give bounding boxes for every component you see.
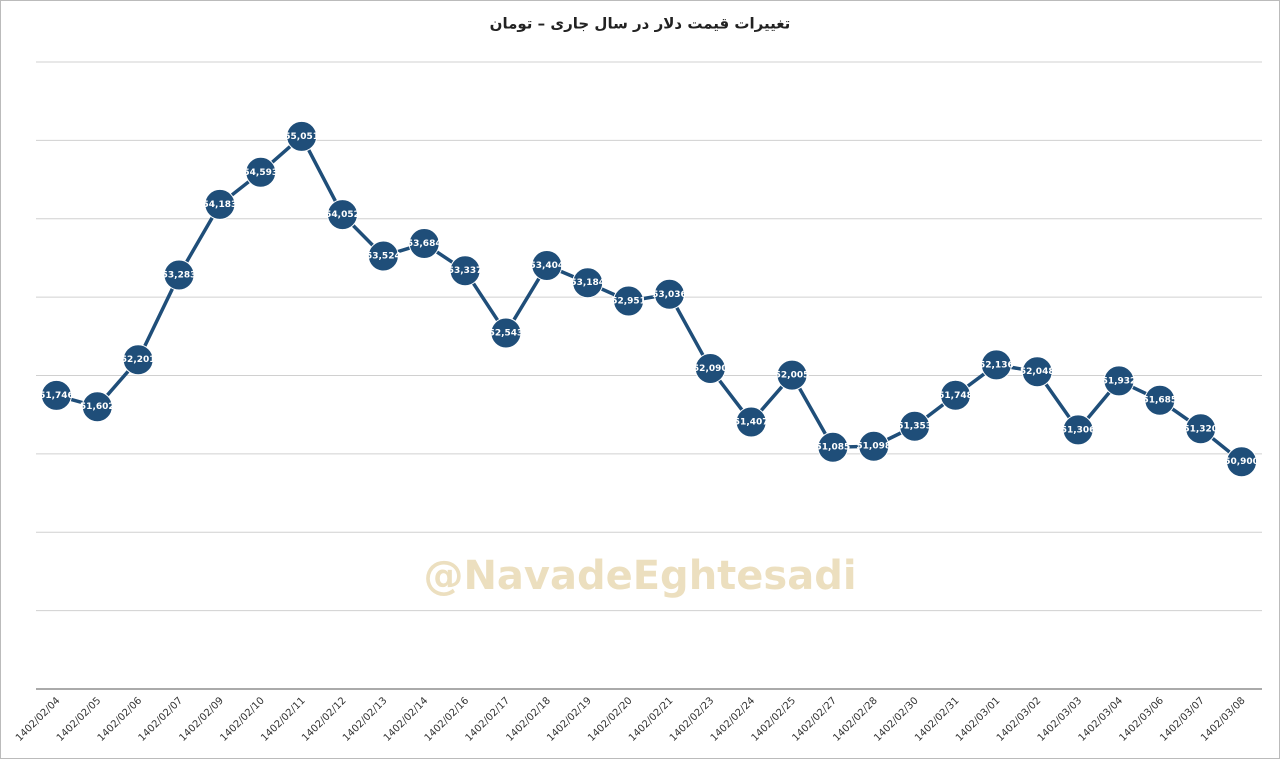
value-label: 53,684 <box>407 239 442 249</box>
value-label: 50,900 <box>1224 457 1259 467</box>
value-label: 55,051 <box>284 132 319 142</box>
value-label: 51,085 <box>816 443 851 453</box>
value-label: 53,036 <box>652 290 687 300</box>
marker <box>653 278 685 310</box>
value-label: 52,005 <box>775 371 810 381</box>
value-label: 51,685 <box>1142 396 1177 406</box>
value-label: 52,543 <box>489 328 524 338</box>
value-label: 51,932 <box>1102 376 1137 386</box>
marker <box>40 379 72 411</box>
marker <box>245 156 277 188</box>
value-label: 52,951 <box>611 296 646 306</box>
marker <box>490 317 522 349</box>
marker <box>1144 384 1176 416</box>
marker <box>817 431 849 463</box>
marker <box>940 379 971 411</box>
marker <box>408 228 440 260</box>
value-label: 52,201 <box>121 355 156 365</box>
value-label: 54,183 <box>203 200 238 210</box>
value-label: 54,593 <box>243 168 278 178</box>
value-label: 52,136 <box>979 360 1014 370</box>
marker <box>449 255 481 287</box>
marker <box>1103 365 1135 397</box>
value-label: 53,524 <box>366 252 401 262</box>
marker <box>122 344 154 376</box>
marker <box>735 406 767 438</box>
marker <box>572 267 604 299</box>
marker <box>531 249 563 281</box>
marker <box>327 199 358 231</box>
value-label: 51,407 <box>734 417 769 427</box>
marker <box>899 410 931 442</box>
value-label: 51,098 <box>856 442 891 452</box>
value-label: 53,283 <box>162 270 197 280</box>
value-label: 52,090 <box>693 364 728 374</box>
chart-title: تغییرات قیمت دلار در سال جاری – تومان <box>490 15 791 33</box>
marker <box>81 391 113 423</box>
marker <box>1226 446 1258 478</box>
value-label: 51,602 <box>80 402 115 412</box>
value-label: 54,052 <box>325 210 360 220</box>
marker <box>613 285 645 317</box>
value-label: 51,320 <box>1183 424 1218 434</box>
value-label: 51,306 <box>1061 425 1096 435</box>
value-label: 52,048 <box>1020 367 1055 377</box>
marker <box>980 349 1012 381</box>
watermark: @NavadeEghtesadi <box>423 553 856 599</box>
marker <box>776 359 808 391</box>
value-label: 53,404 <box>529 261 564 271</box>
marker <box>367 240 399 272</box>
marker <box>858 430 890 462</box>
value-label: 51,746 <box>39 391 74 401</box>
marker <box>1185 413 1217 445</box>
marker <box>1062 414 1094 446</box>
value-label: 53,184 <box>570 278 605 288</box>
marker <box>163 259 195 291</box>
value-label: 51,748 <box>938 391 973 401</box>
marker <box>1021 356 1053 388</box>
value-label: 51,353 <box>897 422 932 432</box>
marker <box>204 188 236 220</box>
value-label: 53,337 <box>448 266 483 276</box>
marker <box>286 120 318 152</box>
marker <box>694 352 726 384</box>
